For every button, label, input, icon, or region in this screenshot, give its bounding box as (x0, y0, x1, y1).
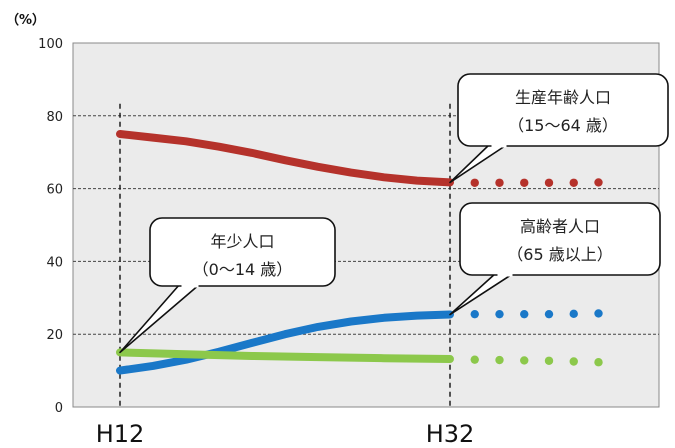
projection-point (544, 178, 554, 187)
callout-box (149, 217, 336, 287)
callout-label: 年少人口 (210, 232, 274, 251)
y-unit-label: （%） (6, 12, 45, 28)
x-axis-ticks: H12 H32 (96, 420, 475, 448)
y-tick-label: 20 (46, 328, 63, 343)
projection-point (594, 358, 603, 367)
projection-point (470, 309, 479, 319)
projection-point (495, 355, 504, 365)
projection-point (569, 357, 578, 366)
callout-label: （0～14 歳） (193, 260, 293, 279)
projection-point (520, 309, 529, 319)
callout: 年少人口 （0～14 歳） (119, 217, 336, 354)
series-line (116, 348, 454, 363)
projection-point (470, 355, 479, 364)
series-group (116, 130, 603, 375)
callout: 生産年齢人口 （15～64 歳） (449, 73, 669, 184)
callout-label: （15～64 歳） (508, 116, 618, 135)
projection-point (495, 309, 504, 319)
projection-point (520, 178, 529, 187)
projection-point (544, 309, 554, 319)
callout-box (459, 202, 661, 276)
callout-box (457, 73, 669, 147)
x-tick-label: H32 (426, 420, 475, 448)
projection-point (594, 178, 603, 187)
projection-point (569, 178, 578, 187)
y-tick-label: 40 (46, 255, 63, 270)
projection-point (544, 356, 554, 365)
callout-label: 生産年齢人口 (515, 88, 611, 107)
projection-point (495, 178, 504, 187)
y-axis-ticks: 0 20 40 60 80 100 (38, 37, 63, 416)
projection-point (520, 356, 529, 365)
series-line (116, 130, 454, 187)
callouts: 生産年齢人口 （15～64 歳） 年少人口 （0～14 歳） 高齢者人口 （65 歳以上） (119, 73, 669, 354)
projection-point (569, 309, 578, 319)
y-tick-label: 60 (46, 183, 63, 198)
series-line (116, 310, 454, 375)
x-tick-label: H12 (96, 420, 145, 448)
projection-point (594, 309, 603, 318)
projection-point (470, 178, 479, 187)
callout-label: （65 歳以上） (507, 245, 612, 264)
y-tick-label: 100 (38, 37, 63, 52)
y-tick-label: 80 (46, 110, 63, 125)
callout-label: 高齢者人口 (520, 217, 600, 236)
callout: 高齢者人口 （65 歳以上） (449, 202, 661, 316)
y-tick-label: 0 (55, 401, 63, 416)
